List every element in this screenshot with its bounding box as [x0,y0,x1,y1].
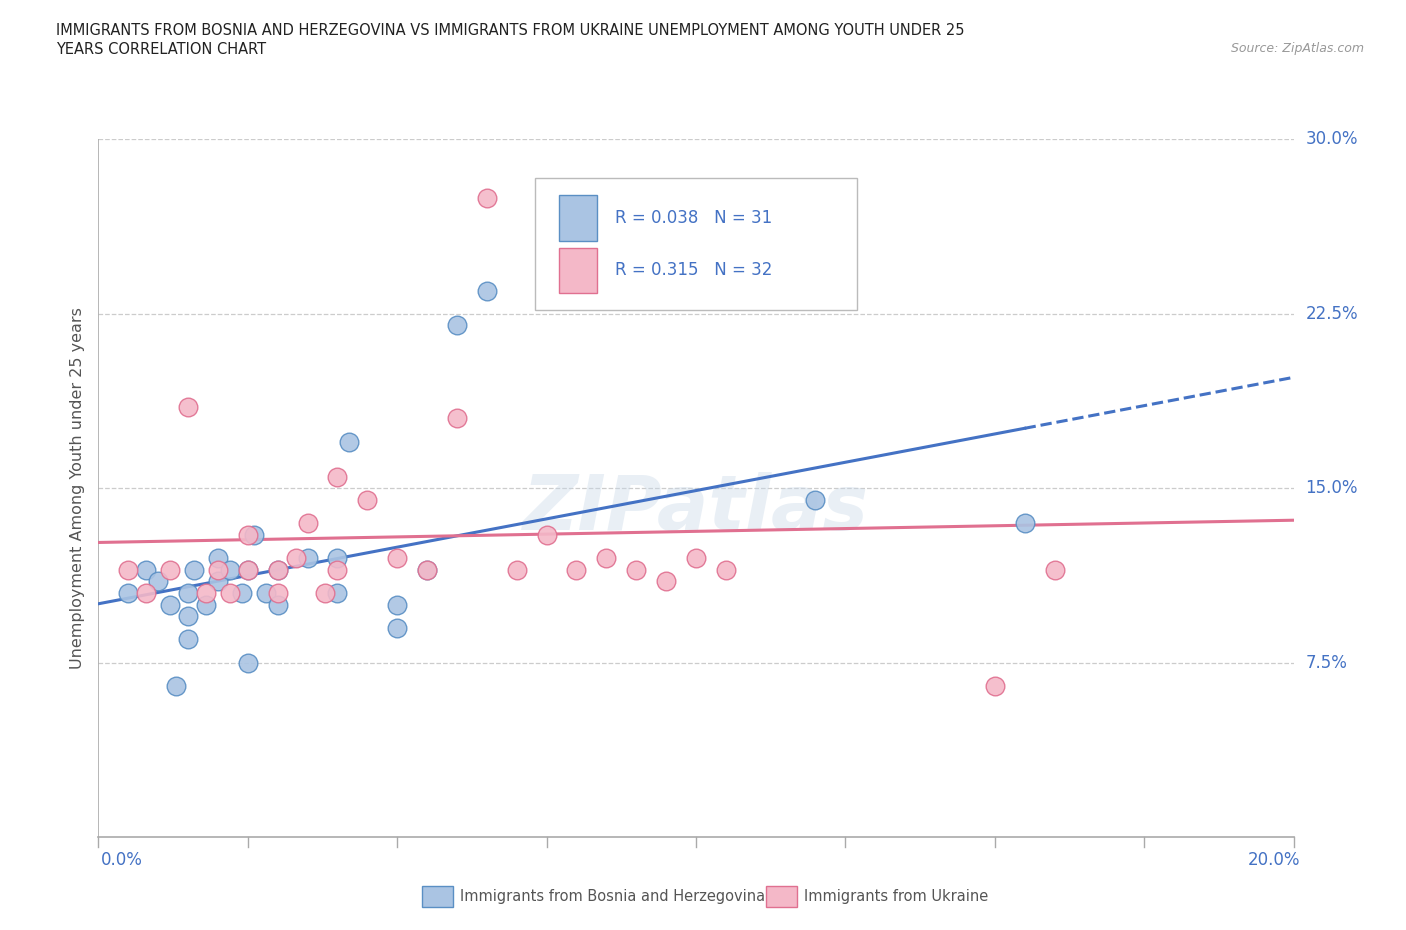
Point [177,400,200,415]
Point [326,551,349,565]
Point [177,586,200,601]
Point [714,562,737,577]
Point [159,597,181,612]
Text: 15.0%: 15.0% [1305,479,1358,498]
Point [117,562,139,577]
Point [231,586,253,601]
Point [135,586,157,601]
Point [536,527,558,542]
Point [207,562,229,577]
Text: ZIPatlas: ZIPatlas [523,472,869,546]
Point [446,318,468,333]
Point [655,574,678,589]
Point [219,586,242,601]
Point [1043,562,1066,577]
Point [416,562,439,577]
Point [236,655,259,670]
Point [297,515,319,530]
Point [624,562,647,577]
Point [207,551,229,565]
Point [326,562,349,577]
Point [385,597,409,612]
Point [685,551,707,565]
Text: 7.5%: 7.5% [1305,654,1347,671]
Point [475,283,498,298]
Text: 20.0%: 20.0% [1249,851,1301,869]
Point [385,551,409,565]
Point [804,259,827,275]
Point [267,586,290,601]
Text: R = 0.315   N = 32: R = 0.315 N = 32 [614,261,772,279]
Bar [558,195,596,241]
Point [297,551,319,565]
Point [236,527,259,542]
Point [804,493,827,508]
Text: Immigrants from Bosnia and Herzegovina: Immigrants from Bosnia and Herzegovina [460,889,765,904]
Point [177,632,200,647]
Point [326,586,349,601]
Point [506,562,529,577]
Text: 0.0%: 0.0% [101,851,143,869]
Text: 30.0%: 30.0% [1305,130,1358,149]
Point [315,586,337,601]
Point [267,562,290,577]
Point [148,574,170,589]
FancyBboxPatch shape [534,178,858,311]
Point [267,597,290,612]
Text: IMMIGRANTS FROM BOSNIA AND HERZEGOVINA VS IMMIGRANTS FROM UKRAINE UNEMPLOYMENT A: IMMIGRANTS FROM BOSNIA AND HERZEGOVINA V… [56,23,965,38]
Text: Source: ZipAtlas.com: Source: ZipAtlas.com [1230,42,1364,55]
Point [117,586,139,601]
Point [595,551,617,565]
Point [177,609,200,624]
Point [194,586,218,601]
Text: YEARS CORRELATION CHART: YEARS CORRELATION CHART [56,42,266,57]
Point [159,562,181,577]
Point [165,679,187,694]
Point [254,586,277,601]
Point [243,527,266,542]
Point [356,493,378,508]
Text: R = 0.038   N = 31: R = 0.038 N = 31 [614,209,772,227]
Point [183,562,205,577]
Point [267,562,290,577]
Point [385,620,409,635]
Point [236,562,259,577]
Text: 22.5%: 22.5% [1305,305,1358,323]
Point [194,597,218,612]
Y-axis label: Unemployment Among Youth under 25 years: Unemployment Among Youth under 25 years [70,307,86,670]
Bar [558,247,596,293]
Point [236,562,259,577]
Point [1014,515,1036,530]
Point [983,679,1005,694]
Point [565,562,588,577]
Point [284,551,307,565]
Point [339,434,360,449]
Point [326,469,349,484]
Point [207,574,229,589]
Text: Immigrants from Ukraine: Immigrants from Ukraine [804,889,988,904]
Point [446,411,468,426]
Point [135,562,157,577]
Point [475,190,498,205]
Point [219,562,242,577]
Point [416,562,439,577]
